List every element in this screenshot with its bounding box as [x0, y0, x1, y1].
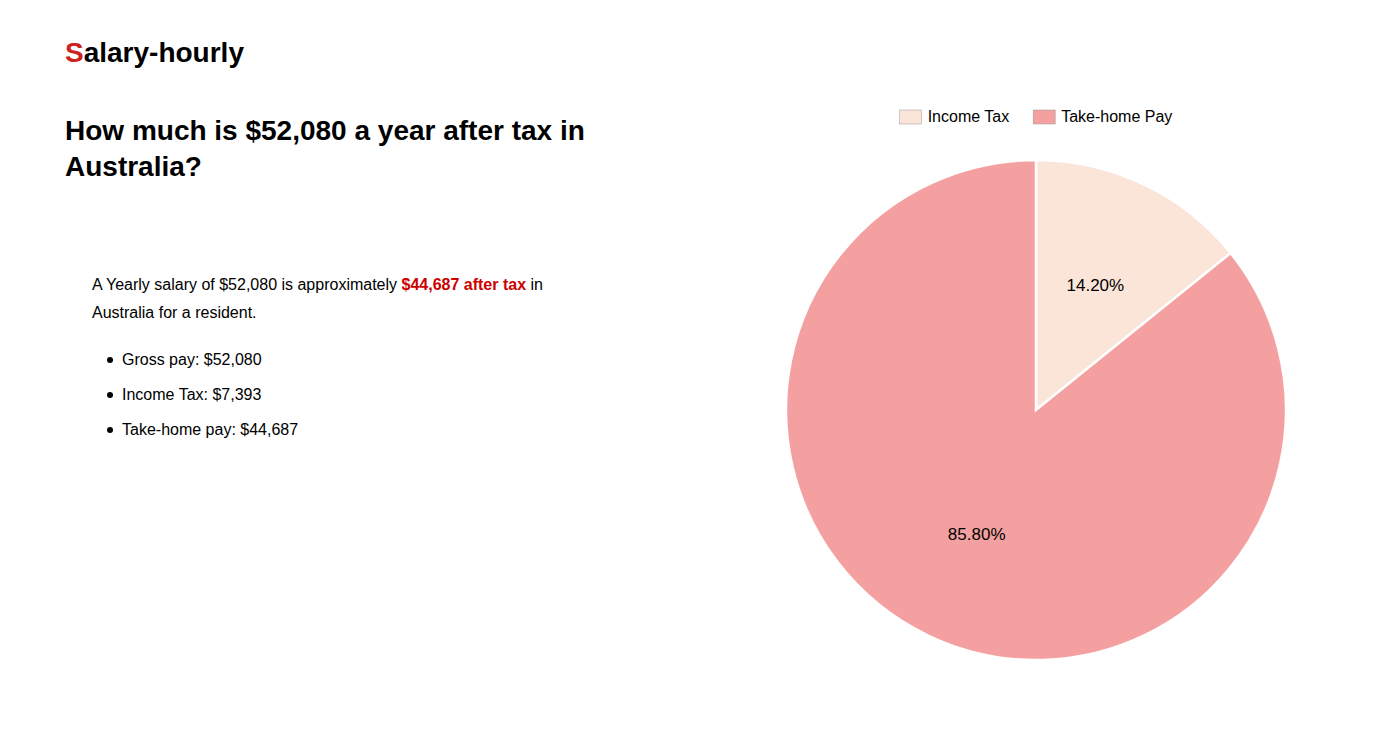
info-paragraph: A Yearly salary of $52,080 is approximat… — [92, 276, 543, 293]
data-label: 14.20% — [1066, 276, 1124, 295]
info-text: in — [526, 276, 543, 293]
bullet-text: Income Tax: $7,393 — [122, 386, 261, 403]
bullet — [107, 427, 113, 433]
legend-swatch — [900, 110, 922, 124]
info-text: $44,687 after tax — [402, 276, 527, 293]
pie-slice — [786, 160, 1286, 660]
legend: Income Tax Take-home Pay — [900, 108, 1173, 125]
bullet — [107, 392, 113, 398]
title: How much is $52,080 a year after tax in A… — [65, 115, 585, 182]
bullet-text: Take-home pay: $44,687 — [122, 421, 298, 438]
bullet-text: Gross pay: $52,080 — [122, 351, 262, 368]
pie — [786, 160, 1286, 660]
info-text: A Yearly salary of $52,080 is approximat… — [92, 276, 402, 293]
chart: Salary-hourly How much is $52,080 a year … — [0, 0, 1400, 750]
legend-entry: Income Tax — [900, 108, 1010, 125]
data-label: 85.80% — [948, 525, 1006, 544]
legend-label: Income Tax — [928, 108, 1010, 125]
legend-swatch — [1033, 110, 1055, 124]
logo-part: alary-hourly — [84, 37, 245, 68]
bullet — [107, 357, 113, 363]
legend-entry: Take-home Pay — [1033, 108, 1172, 125]
info-text: Australia for a resident. — [92, 304, 257, 321]
title-line: Australia? — [65, 151, 202, 182]
logo: Salary-hourly — [65, 37, 244, 68]
data-labels: 14.20% 85.80% — [948, 276, 1124, 543]
logo-part: S — [65, 37, 84, 68]
title-line: How much is $52,080 a year after tax in — [65, 115, 585, 146]
legend-label: Take-home Pay — [1061, 108, 1172, 125]
